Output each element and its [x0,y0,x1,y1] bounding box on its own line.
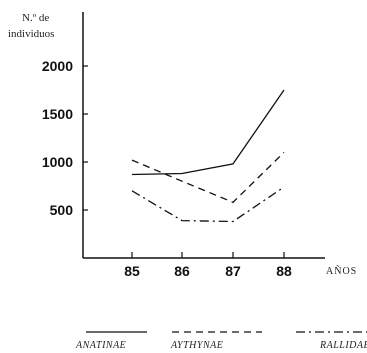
y-tick-label: 1500 [42,106,73,122]
series-line-rallidae [131,186,285,223]
legend: ANATINAE AYTHYNAE RALLIDAE [75,331,367,351]
series-lines [131,89,285,223]
series-line-aythynae [131,151,285,204]
x-axis-title: AÑOS [326,265,357,277]
x-tick-label: 87 [225,263,241,279]
y-axis-title-line1: N.º de [22,12,49,24]
x-tick-label: 88 [276,263,292,279]
x-ticks: 85 86 87 88 [124,252,292,279]
series-line-anatinae [131,89,285,176]
y-tick-label: 2000 [42,58,73,74]
legend-label-anatinae: ANATINAE [75,340,126,351]
y-tick-label: 1000 [42,154,73,170]
legend-label-aythynae: AYTHYNAE [170,340,223,351]
x-tick-label: 85 [124,263,140,279]
x-tick-label: 86 [174,263,190,279]
y-tick-label: 500 [50,202,74,218]
legend-label-rallidae: RALLIDAE [319,340,367,351]
y-axis-title: N.º de individuos [8,12,54,40]
y-axis-title-line2: individuos [8,28,54,40]
y-ticks: 500 1000 1500 2000 [42,58,88,218]
